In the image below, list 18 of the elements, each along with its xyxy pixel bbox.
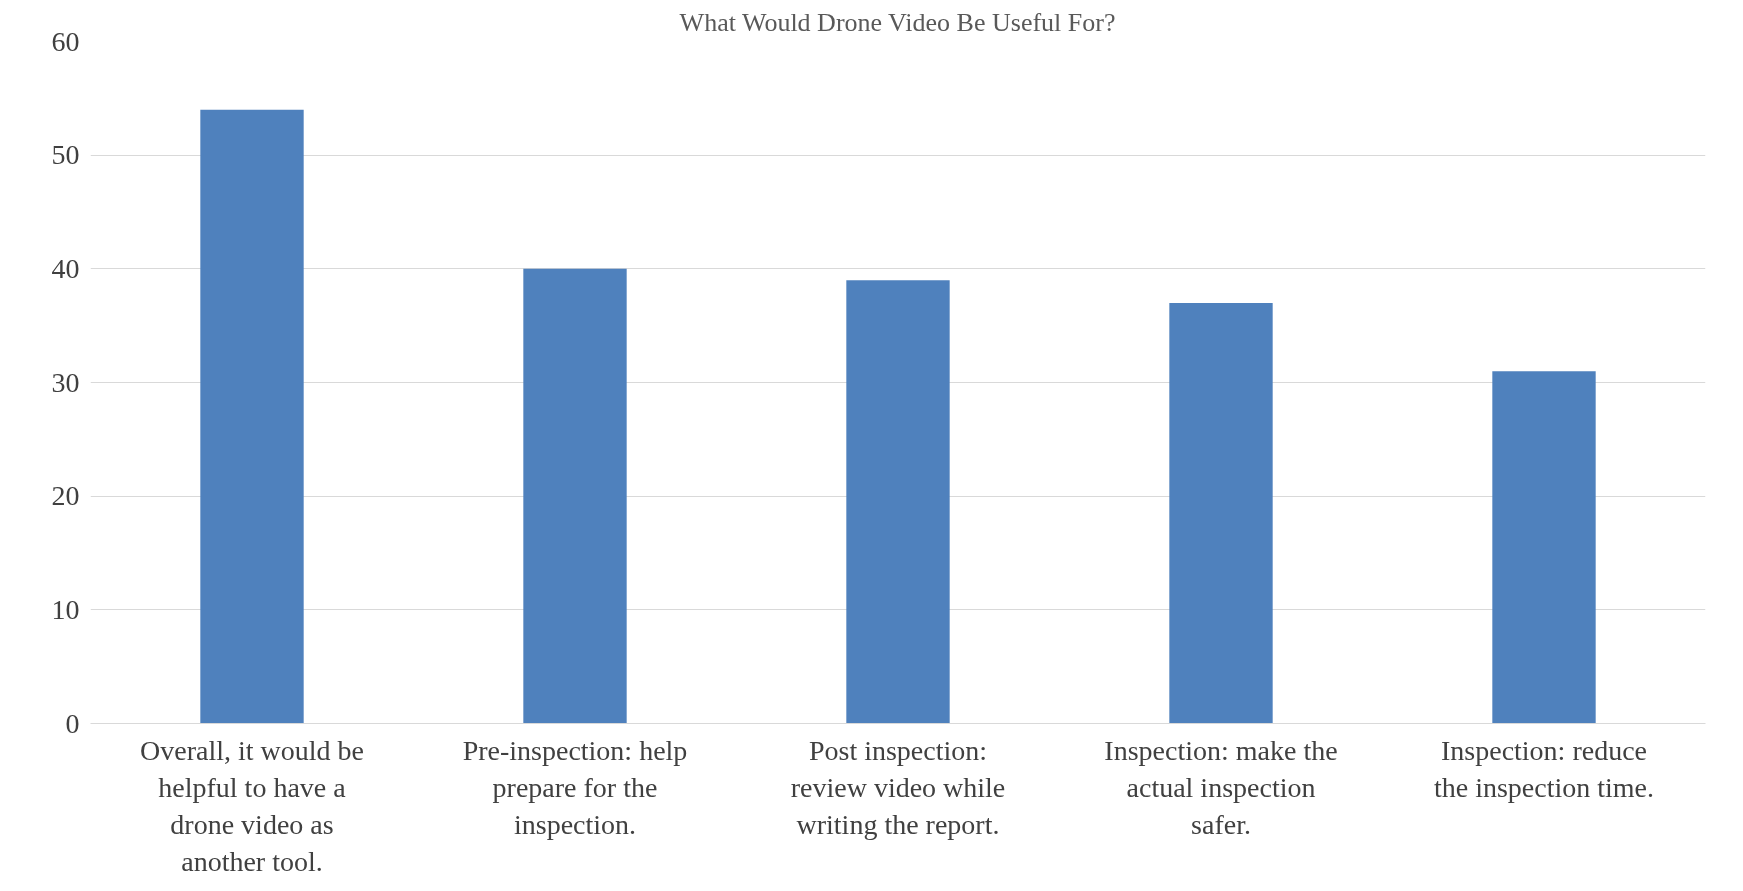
bar [523,268,627,724]
x-tick-label: Inspection: make the actual inspection safer. [1104,734,1338,840]
bar [846,280,950,724]
y-tick-label: 40 [51,252,80,284]
y-tick-label: 10 [51,593,80,625]
bar [1492,371,1596,724]
x-tick-label: Post inspection: review video while writing the report. [790,734,1006,840]
bar [200,109,304,724]
chart-title: What Would Drone Video Be Useful For? [679,7,1116,37]
y-tick-label: 50 [51,139,80,171]
y-tick-label: 30 [51,366,80,398]
x-tick-label: Inspection: reduce the inspection time. [1433,734,1655,803]
bar [1169,302,1273,724]
y-tick-label: 0 [65,707,80,739]
y-tick-label: 60 [51,25,80,57]
x-tick-label: Pre-inspection: help prepare for the inspection. [462,734,688,840]
y-tick-label: 20 [51,480,80,512]
x-tick-label: Overall, it would be helpful to have a drone video as another tool. [140,734,364,878]
